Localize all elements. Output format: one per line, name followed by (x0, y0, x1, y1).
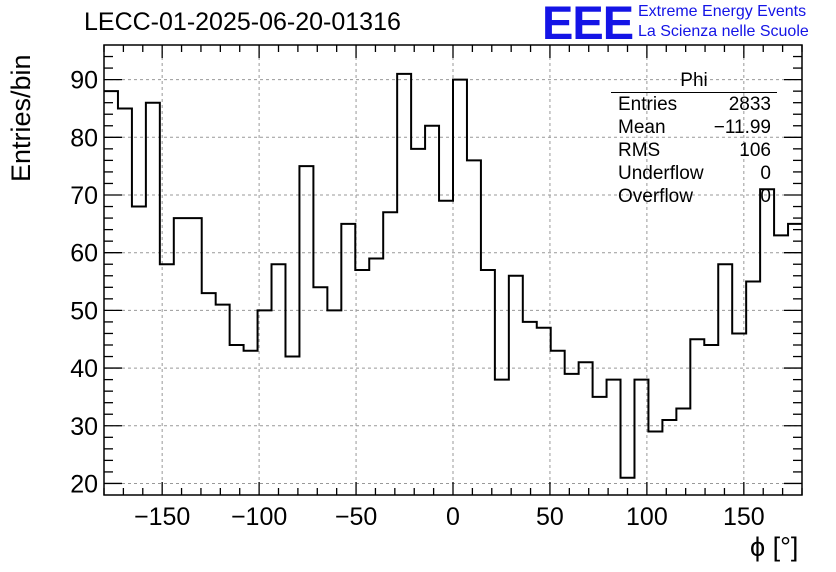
stats-value: 106 (739, 140, 771, 161)
stats-label: Entries (618, 94, 678, 115)
logo-line-1: Extreme Energy Events (638, 3, 807, 20)
stats-row-rms: RMS 106 (611, 139, 777, 162)
eee-logo: EEE (542, 0, 634, 49)
x-axis-label: ϕ [°] (750, 532, 799, 562)
y-tick-label: 80 (70, 124, 98, 152)
stats-row-mean: Mean −11.99 (611, 116, 777, 139)
stats-value: 0 (760, 163, 771, 184)
stats-label: Mean (618, 117, 666, 138)
y-tick-label: 30 (70, 413, 98, 441)
x-tick-label: 50 (536, 503, 564, 531)
x-tick-label: −100 (231, 503, 287, 531)
stats-value: 0 (760, 186, 771, 207)
x-tick-label: 0 (446, 503, 460, 531)
x-tick-label: −50 (335, 503, 377, 531)
x-tick-label: 100 (626, 503, 668, 531)
y-axis-label: Entries/bin (6, 54, 36, 182)
y-tick-label: 60 (70, 240, 98, 268)
stats-box: Phi Entries 2833 Mean −11.99 RMS 106 Und… (611, 70, 777, 208)
stats-label: RMS (618, 140, 661, 161)
logo-line-2: La Scienza nelle Scuole (638, 23, 809, 40)
stats-label: Underflow (618, 163, 704, 184)
stats-label: Overflow (618, 186, 693, 207)
y-tick-label: 90 (70, 67, 98, 95)
stats-row-underflow: Underflow 0 (611, 162, 777, 185)
histogram-series (104, 72, 802, 479)
y-tick-label: 70 (70, 182, 98, 210)
y-tick-label: 50 (70, 297, 98, 325)
stats-value: 2833 (728, 94, 771, 115)
y-tick-label: 20 (70, 470, 98, 498)
stats-value: −11.99 (713, 117, 771, 138)
stats-row-entries: Entries 2833 (611, 93, 777, 116)
x-tick-label: −150 (134, 503, 190, 531)
logo-caption: Extreme Energy Events La Scienza nelle S… (638, 2, 809, 42)
y-tick-label: 40 (70, 355, 98, 383)
stats-title: Phi (611, 70, 777, 93)
x-tick-label: 150 (723, 503, 765, 531)
chart-title: LECC-01-2025-06-20-01316 (84, 8, 401, 36)
stats-row-overflow: Overflow 0 (611, 185, 777, 208)
